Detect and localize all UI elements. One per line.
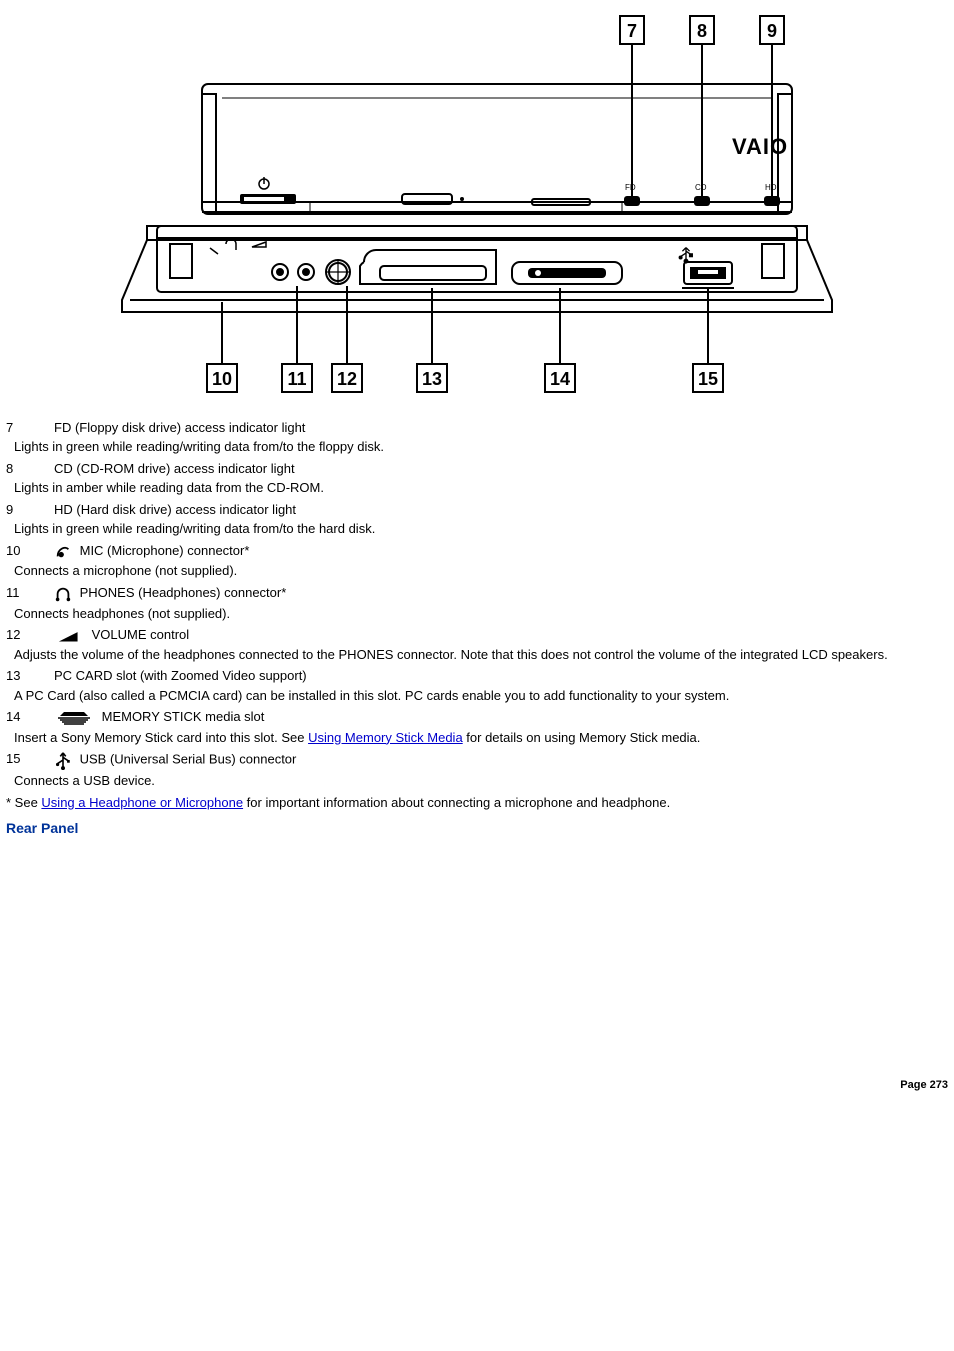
callout-description: Lights in green while reading/writing da…: [14, 520, 948, 538]
callout-number: 10: [6, 542, 54, 560]
callout-number: 9: [6, 501, 54, 519]
callout-number: 7: [6, 419, 54, 437]
callout-number: 8: [6, 460, 54, 478]
front-panel-diagram: 7 8 9: [6, 4, 948, 409]
svg-text:15: 15: [698, 369, 718, 389]
callout-number: 14: [6, 708, 54, 726]
callout-title: PHONES (Headphones) connector*: [54, 584, 286, 603]
mic-icon: [54, 542, 72, 560]
callout-description: A PC Card (also called a PCMCIA card) ca…: [14, 687, 948, 705]
callout-title: MEMORY STICK media slot: [54, 708, 264, 727]
callout-title: FD (Floppy disk drive) access indicator …: [54, 419, 305, 437]
callout-description: Connects a microphone (not supplied).: [14, 562, 948, 580]
inline-link[interactable]: Using Memory Stick Media: [308, 730, 463, 745]
callout-item: 9 HD (Hard disk drive) access indicator …: [6, 501, 948, 519]
callout-item: 14 MEMORY STICK media slot: [6, 708, 948, 727]
callout-title: USB (Universal Serial Bus) connector: [54, 750, 296, 770]
callout-description: Connects a USB device.: [14, 772, 948, 790]
callout-description: Lights in green while reading/writing da…: [14, 438, 948, 456]
footnote-link[interactable]: Using a Headphone or Microphone: [41, 795, 243, 810]
volume-icon: [54, 629, 84, 643]
svg-text:13: 13: [422, 369, 442, 389]
callout-description: Connects headphones (not supplied).: [14, 605, 948, 623]
callout-item: 8 CD (CD-ROM drive) access indicator lig…: [6, 460, 948, 478]
svg-text:11: 11: [287, 369, 306, 389]
svg-text:8: 8: [697, 21, 707, 41]
callout-title: MIC (Microphone) connector*: [54, 542, 249, 561]
callout-title: VOLUME control: [54, 626, 189, 644]
callout-description: Insert a Sony Memory Stick card into thi…: [14, 729, 948, 747]
callout-title: PC CARD slot (with Zoomed Video support): [54, 667, 307, 685]
svg-text:FD: FD: [625, 183, 636, 192]
svg-text:HD: HD: [765, 183, 777, 192]
footnote: * See Using a Headphone or Microphone fo…: [6, 794, 948, 812]
callout-item: 15 USB (Universal Serial Bus) connector: [6, 750, 948, 770]
callout-title: HD (Hard disk drive) access indicator li…: [54, 501, 296, 519]
callout-description: Lights in amber while reading data from …: [14, 479, 948, 497]
callout-item: 10 MIC (Microphone) connector*: [6, 542, 948, 561]
callout-number: 15: [6, 750, 54, 768]
svg-text:14: 14: [550, 369, 570, 389]
svg-text:12: 12: [337, 369, 357, 389]
callout-item: 7 FD (Floppy disk drive) access indicato…: [6, 419, 948, 437]
callout-item: 11 PHONES (Headphones) connector*: [6, 584, 948, 603]
svg-text:10: 10: [212, 369, 232, 389]
memory-stick-icon: [54, 709, 94, 727]
rear-panel-heading: Rear Panel: [6, 819, 948, 838]
usb-icon: [54, 750, 72, 770]
callout-descriptions: 7 FD (Floppy disk drive) access indicato…: [6, 419, 948, 790]
phones-icon: [54, 585, 72, 603]
callout-number: 13: [6, 667, 54, 685]
callout-number: 12: [6, 626, 54, 644]
callout-description: Adjusts the volume of the headphones con…: [14, 646, 948, 664]
page-number: Page 273: [6, 1078, 948, 1093]
svg-text:CD: CD: [695, 183, 707, 192]
callout-number: 11: [6, 584, 54, 602]
vaio-logo: VAIO: [732, 134, 788, 159]
svg-text:7: 7: [627, 21, 637, 41]
callout-item: 13 PC CARD slot (with Zoomed Video suppo…: [6, 667, 948, 685]
callout-item: 12 VOLUME control: [6, 626, 948, 644]
svg-text:9: 9: [767, 21, 777, 41]
callout-title: CD (CD-ROM drive) access indicator light: [54, 460, 295, 478]
